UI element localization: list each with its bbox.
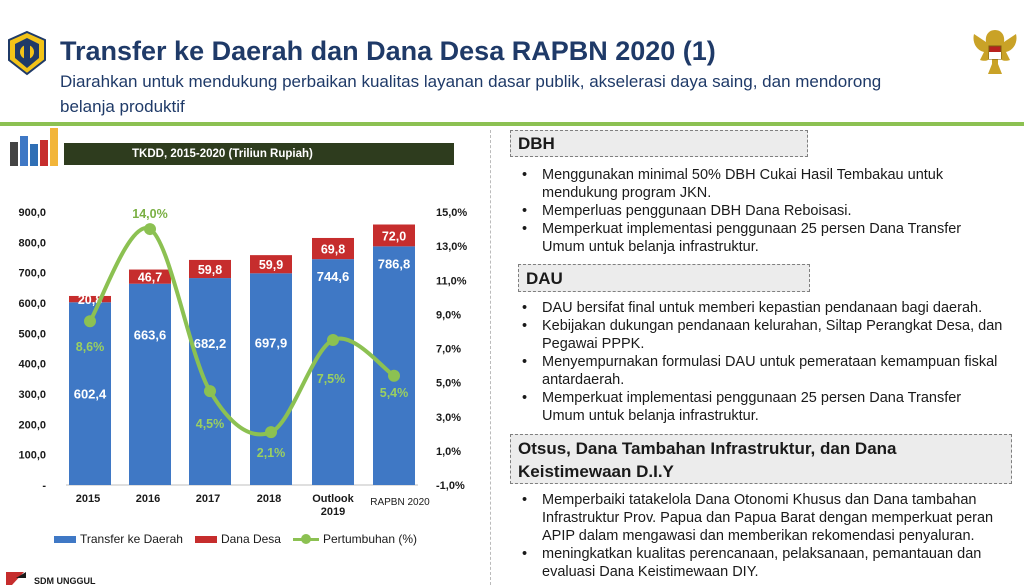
growth-value-label: 7,5%: [317, 372, 346, 386]
bar-dana-desa: [312, 237, 354, 260]
list-item: Menyempurnakan formulasi DAU untuk pemer…: [514, 353, 1004, 389]
growth-value-label: 14,0%: [132, 207, 167, 221]
bar-transfer-ke-daerah: [189, 278, 231, 485]
legend-item-pertumbuhan: Pertumbuhan (%): [292, 532, 418, 546]
y-tick-label: 100,0: [18, 450, 46, 462]
list-dbh: Menggunakan minimal 50% DBH Cukai Hasil …: [514, 166, 974, 256]
bar-value-dana-desa: 46,7: [138, 271, 162, 285]
bar-value-dana-desa: 20,8: [78, 293, 102, 307]
growth-value-label: 2,1%: [257, 446, 286, 460]
ministry-of-finance-emblem-icon: [8, 30, 46, 76]
list-item: Kebijakan dukungan pendanaan kelurahan, …: [514, 317, 1004, 353]
y2-tick-label: 13,0%: [436, 241, 467, 253]
x-tick-label: Outlook: [312, 493, 354, 505]
list-item: DAU bersifat final untuk memberi kepasti…: [514, 299, 1004, 317]
x-tick-label: 2019: [321, 506, 345, 518]
legend-item-transfer: Transfer ke Daerah: [54, 532, 183, 546]
legend-item-dana-desa: Dana Desa: [194, 532, 281, 546]
bar-value-transfer: 602,4: [74, 386, 107, 401]
y-tick-label: 400,0: [18, 359, 46, 371]
bar-value-dana-desa: 72,0: [382, 229, 406, 243]
list-item: Memperbaiki tatakelola Dana Otonomi Khus…: [514, 491, 1004, 545]
bar-value-dana-desa: 59,8: [198, 263, 222, 277]
list-otsus: Memperbaiki tatakelola Dana Otonomi Khus…: [514, 491, 1004, 581]
page-subtitle: Diarahkan untuk mendukung perbaikan kual…: [60, 72, 882, 116]
y2-tick-label: 7,0%: [436, 344, 461, 356]
bar-dana-desa: [69, 295, 111, 303]
bar-value-transfer: 744,6: [317, 269, 350, 284]
y2-tick-label: -1,0%: [436, 480, 465, 492]
x-tick-label: 2016: [136, 493, 160, 505]
list-item: Memperkuat implementasi penggunaan 25 pe…: [514, 220, 974, 256]
y-tick-label: 200,0: [18, 419, 46, 431]
garuda-emblem-icon: [973, 30, 1017, 74]
y2-tick-label: 11,0%: [436, 275, 467, 287]
x-tick-label: 2015: [76, 493, 100, 505]
y2-tick-label: 15,0%: [436, 207, 467, 219]
legend-label-dana-desa: Dana Desa: [220, 532, 281, 546]
y-tick-label: 300,0: [18, 389, 46, 401]
y2-tick-label: 3,0%: [436, 412, 461, 424]
bar-transfer-ke-daerah: [129, 283, 171, 485]
list-dau: DAU bersifat final untuk memberi kepasti…: [514, 299, 1004, 425]
bar-dana-desa: [373, 224, 415, 247]
bar-transfer-ke-daerah: [250, 273, 292, 485]
page-title: Transfer ke Daerah dan Dana Desa RAPBN 2…: [60, 36, 716, 66]
y-tick-label: 700,0: [18, 268, 46, 280]
legend-swatch-blue: [54, 535, 76, 543]
list-item: Memperkuat implementasi penggunaan 25 pe…: [514, 389, 1004, 425]
legend-swatch-red: [194, 535, 217, 543]
bar-dana-desa: [189, 259, 231, 279]
x-tick-label: 2018: [257, 493, 281, 505]
y2-tick-label: 5,0%: [436, 378, 461, 390]
y2-tick-label: 1,0%: [436, 446, 461, 458]
list-item: meningkatkan kualitas perencanaan, pelak…: [514, 545, 1004, 581]
chart-legend: Transfer ke Daerah Dana Desa Pertumbuhan…: [54, 528, 434, 550]
y-tick-label: 800,0: [18, 237, 46, 249]
x-tick-label: RAPBN 2020: [370, 497, 430, 508]
section-header-dbh: DBH: [510, 130, 808, 157]
bar-value-transfer: 786,8: [378, 256, 411, 271]
list-item: Memperluas penggunaan DBH Dana Reboisasi…: [514, 202, 974, 220]
bar-value-transfer: 682,2: [194, 336, 227, 351]
growth-value-label: 5,4%: [380, 386, 409, 400]
section-header-otsus: Otsus, Dana Tambahan Infrastruktur, dan …: [510, 434, 1012, 484]
x-tick-label: 2017: [196, 493, 220, 505]
header-divider: [0, 122, 1024, 126]
y-tick-label: 500,0: [18, 328, 46, 340]
growth-point: [388, 369, 400, 382]
bar-transfer-ke-daerah: [373, 246, 415, 485]
section-header-dau: DAU: [518, 264, 810, 292]
growth-point: [327, 333, 339, 346]
y-tick-label: 900,0: [18, 207, 46, 219]
bar-value-transfer: 697,9: [255, 335, 288, 350]
bar-dana-desa: [250, 255, 292, 274]
growth-point: [204, 385, 216, 398]
y-tick-label: 600,0: [18, 298, 46, 310]
tkdd-chart: - 100,0 200,0 300,0 400,0 500,0 600,0 700,0 800,…: [18, 207, 467, 518]
list-item: Menggunakan minimal 50% DBH Cukai Hasil …: [514, 166, 974, 202]
legend-label-transfer: Transfer ke Daerah: [80, 532, 183, 546]
growth-point: [265, 426, 277, 439]
legend-swatch-green-line: [292, 534, 319, 544]
bar-value-dana-desa: 69,8: [321, 243, 345, 257]
growth-point: [84, 315, 96, 328]
y2-tick-label: 9,0%: [436, 309, 461, 321]
footer-logo-text: SDM UNGGUL: [34, 576, 96, 585]
books-icon: [10, 128, 58, 166]
chart-title-banner: TKDD, 2015-2020 (Triliun Rupiah): [64, 143, 454, 165]
bar-transfer-ke-daerah: [69, 302, 111, 485]
legend-label-pertumbuhan: Pertumbuhan (%): [322, 532, 418, 546]
bar-transfer-ke-daerah: [312, 259, 354, 485]
sdm-unggul-logo: SDM UNGGUL: [6, 572, 96, 585]
column-divider: [490, 130, 491, 585]
growth-value-label: 4,5%: [196, 417, 225, 431]
bar-value-dana-desa: 59,9: [259, 258, 283, 272]
y-tick-label: -: [42, 480, 46, 492]
growth-value-label: 8,6%: [76, 340, 105, 354]
bar-dana-desa: [129, 269, 171, 284]
growth-point: [144, 223, 156, 236]
bar-value-transfer: 663,6: [134, 328, 167, 343]
